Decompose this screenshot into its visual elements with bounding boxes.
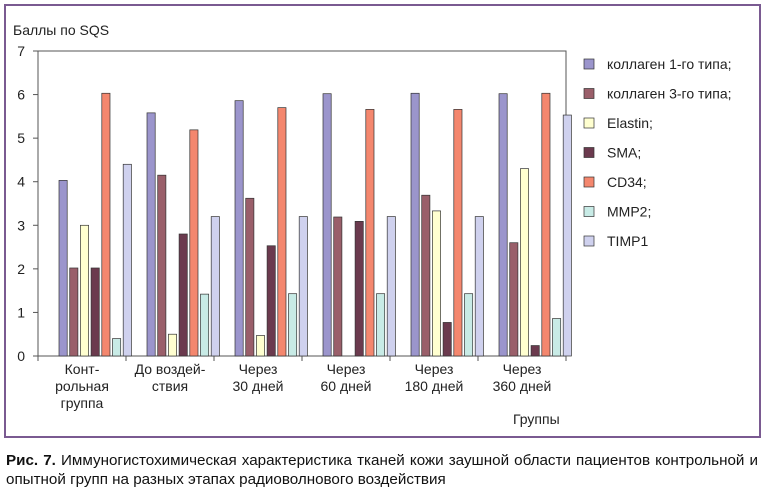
legend: коллаген 1-го типа; коллаген 3-го типа; El… [583, 56, 732, 249]
legend-swatch [583, 147, 595, 158]
x-tick-label: До воздей-ствия [135, 361, 206, 394]
x-tick-label: Через 360 дней [493, 361, 552, 394]
legend-label: TIMP1 [607, 233, 648, 249]
bar [189, 129, 199, 357]
bar [234, 100, 244, 357]
bar [80, 224, 89, 357]
bar [122, 163, 132, 357]
bar [101, 92, 111, 357]
bar [210, 216, 220, 357]
bar [541, 92, 551, 357]
bar [562, 114, 572, 357]
legend-swatch [583, 117, 595, 129]
bar [157, 174, 167, 357]
legend-swatch [583, 235, 595, 247]
bar [376, 293, 386, 357]
bar [453, 109, 463, 357]
legend-swatch [583, 206, 595, 217]
bar [386, 216, 396, 357]
legend-label: Elastin; [607, 115, 653, 131]
bar [354, 221, 364, 357]
x-tick-label: Через 180 дней [405, 361, 464, 394]
chart-frame: Баллы по SQS Группы 0 1 2 3 4 5 6 7 Конт-рольная… [4, 4, 761, 438]
legend-label: CD34; [607, 174, 647, 190]
bar [474, 216, 484, 357]
bar [200, 293, 210, 357]
legend-label: коллаген 3-го типа; [607, 86, 732, 102]
bar [322, 93, 332, 357]
y-tick-label: 7 [17, 43, 25, 59]
caption-prefix: Рис. 7. [6, 452, 56, 469]
bar [178, 233, 188, 357]
bar [256, 335, 265, 357]
plot-area: 0 1 2 3 4 5 6 7 Конт-рольная группа До воздей-стви… [17, 43, 572, 411]
y-tick-label: 1 [17, 304, 25, 320]
bar [245, 197, 255, 357]
x-axis-title: Группы [513, 411, 560, 427]
bar [498, 93, 508, 357]
bar [520, 168, 529, 357]
legend-label: SMA; [607, 145, 641, 161]
bar [333, 216, 343, 357]
y-tick-label: 4 [17, 174, 25, 190]
legend-swatch [583, 58, 595, 70]
bar [277, 107, 287, 357]
bar [530, 345, 540, 357]
bar [168, 333, 177, 357]
bar [464, 293, 474, 357]
legend-label: коллаген 1-го типа; [607, 56, 732, 72]
bar [266, 245, 276, 357]
bar [509, 242, 519, 357]
x-tick-label: Через 60 дней [321, 361, 372, 394]
bar [69, 267, 79, 357]
bar [288, 293, 298, 357]
bar [146, 112, 156, 357]
bar [552, 318, 562, 357]
bar [365, 109, 375, 357]
bar [90, 267, 100, 357]
y-tick-label: 2 [17, 261, 25, 277]
y-tick-label: 0 [17, 348, 25, 364]
bar-chart: Баллы по SQS Группы 0 1 2 3 4 5 6 7 Конт-рольная… [13, 22, 732, 427]
x-tick-label: Через 30 дней [233, 361, 284, 394]
legend-swatch [583, 88, 595, 99]
bar [410, 92, 420, 357]
bar [58, 180, 68, 357]
y-tick-label: 5 [17, 130, 25, 146]
bar [298, 216, 308, 357]
bar [421, 194, 431, 357]
figure-caption: Рис. 7. Иммуногистохимическая характерис… [6, 451, 758, 489]
legend-label: MMP2; [607, 204, 651, 220]
y-tick-label: 6 [17, 87, 25, 103]
caption-text: Иммуногистохимическая характеристика тка… [6, 452, 758, 488]
y-tick-label: 3 [17, 217, 25, 233]
y-axis-title: Баллы по SQS [13, 22, 109, 38]
bar [112, 338, 122, 357]
legend-swatch [583, 176, 595, 188]
bar [442, 322, 452, 357]
bar [432, 210, 441, 357]
x-tick-label: Конт-рольная группа [55, 361, 109, 411]
